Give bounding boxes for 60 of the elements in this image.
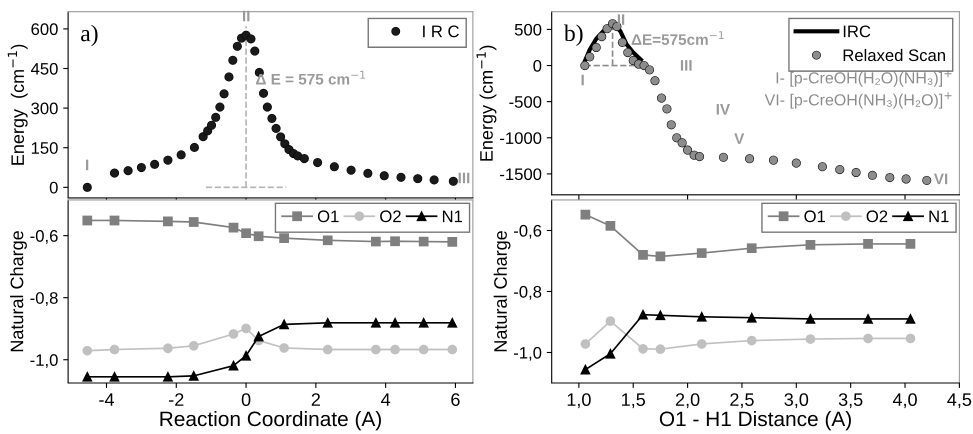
y-tick-label: -1,0 (30, 354, 58, 368)
y-tick-label: -1000 (500, 132, 542, 144)
x-tick-label: 4,0 (892, 393, 917, 408)
x-tick-label: 0 (242, 393, 250, 406)
y-tick-label: 450 (30, 62, 58, 75)
y-tick-label: 0 (50, 182, 58, 194)
legend-label: Relaxed Scan (844, 48, 945, 62)
annotation: II (242, 10, 250, 22)
y-tick-label: -0,8 (514, 286, 542, 300)
x-tick-label: 6 (451, 393, 460, 406)
x-tick-label: 2,0 (676, 393, 700, 408)
x-tick-label: 3,0 (784, 393, 808, 408)
annotation: IV (716, 104, 730, 115)
x-tick-label: 1,5 (622, 393, 646, 408)
x-axis-title: O1 - H1 Distance (A) (660, 410, 851, 430)
x-tick-label: -2 (169, 393, 184, 406)
x-tick-label: 4,5 (947, 393, 972, 408)
annotation: I (582, 74, 584, 86)
annotation: I (86, 160, 88, 170)
legend-label: I R C (423, 25, 459, 38)
y-tick-label: -0,6 (30, 230, 58, 244)
y-axis-title: Energy (cm$^{−1}$) (8, 44, 28, 165)
legend-label: O1 (804, 210, 826, 222)
y-axis-title: Energy (cm$^{−1}$) (476, 46, 496, 161)
legend-label: O1 (318, 210, 339, 222)
annotation: II (618, 14, 624, 25)
y-axis-title: Natural Charge (494, 231, 510, 352)
legend-label: N1 (929, 210, 949, 222)
annotation: VI- [p-CreOH(NH₃)(H₂O)]$^{+}$ (764, 92, 952, 109)
y-axis-title: Natural Charge (10, 231, 27, 352)
annotation: ΔE=575cm$^{−1}$ (632, 31, 724, 46)
legend-label: O2 (866, 210, 888, 222)
y-tick-label: -0,6 (514, 224, 542, 239)
annotation: a) (81, 24, 98, 46)
annotation: I- [p-CreOH(H₂O)(NH₃)]$^{+}$ (776, 70, 952, 87)
legend-label: N1 (442, 210, 462, 222)
y-tick-label: 0 (533, 60, 542, 72)
x-tick-label: 1,0 (568, 393, 591, 408)
annotation: III (680, 60, 692, 71)
x-tick-label: 3,5 (838, 393, 862, 408)
annotation: III (458, 172, 470, 184)
legend-label: IRC (844, 25, 870, 38)
annotation: V (734, 133, 744, 144)
y-tick-label: 300 (31, 102, 58, 114)
x-tick-label: -4 (99, 393, 114, 406)
x-tick-label: 2 (312, 393, 320, 406)
y-tick-label: -0,8 (30, 292, 58, 306)
y-tick-label: 150 (32, 142, 58, 154)
y-tick-label: -1,0 (514, 346, 542, 361)
y-tick-label: 600 (31, 23, 58, 36)
y-tick-label: 500 (514, 24, 542, 36)
x-axis-title: Reaction Coordinate (A) (160, 410, 381, 430)
y-tick-label: -500 (509, 96, 542, 108)
y-tick-label: -1500 (500, 168, 542, 180)
x-tick-label: 4 (381, 393, 390, 406)
annotation: Δ E = 575 cm$^{−1}$ (256, 70, 366, 85)
legend-label: O2 (380, 210, 401, 222)
x-tick-label: 2,5 (730, 393, 754, 408)
annotation: VI (934, 174, 948, 184)
annotation: b) (564, 24, 583, 46)
